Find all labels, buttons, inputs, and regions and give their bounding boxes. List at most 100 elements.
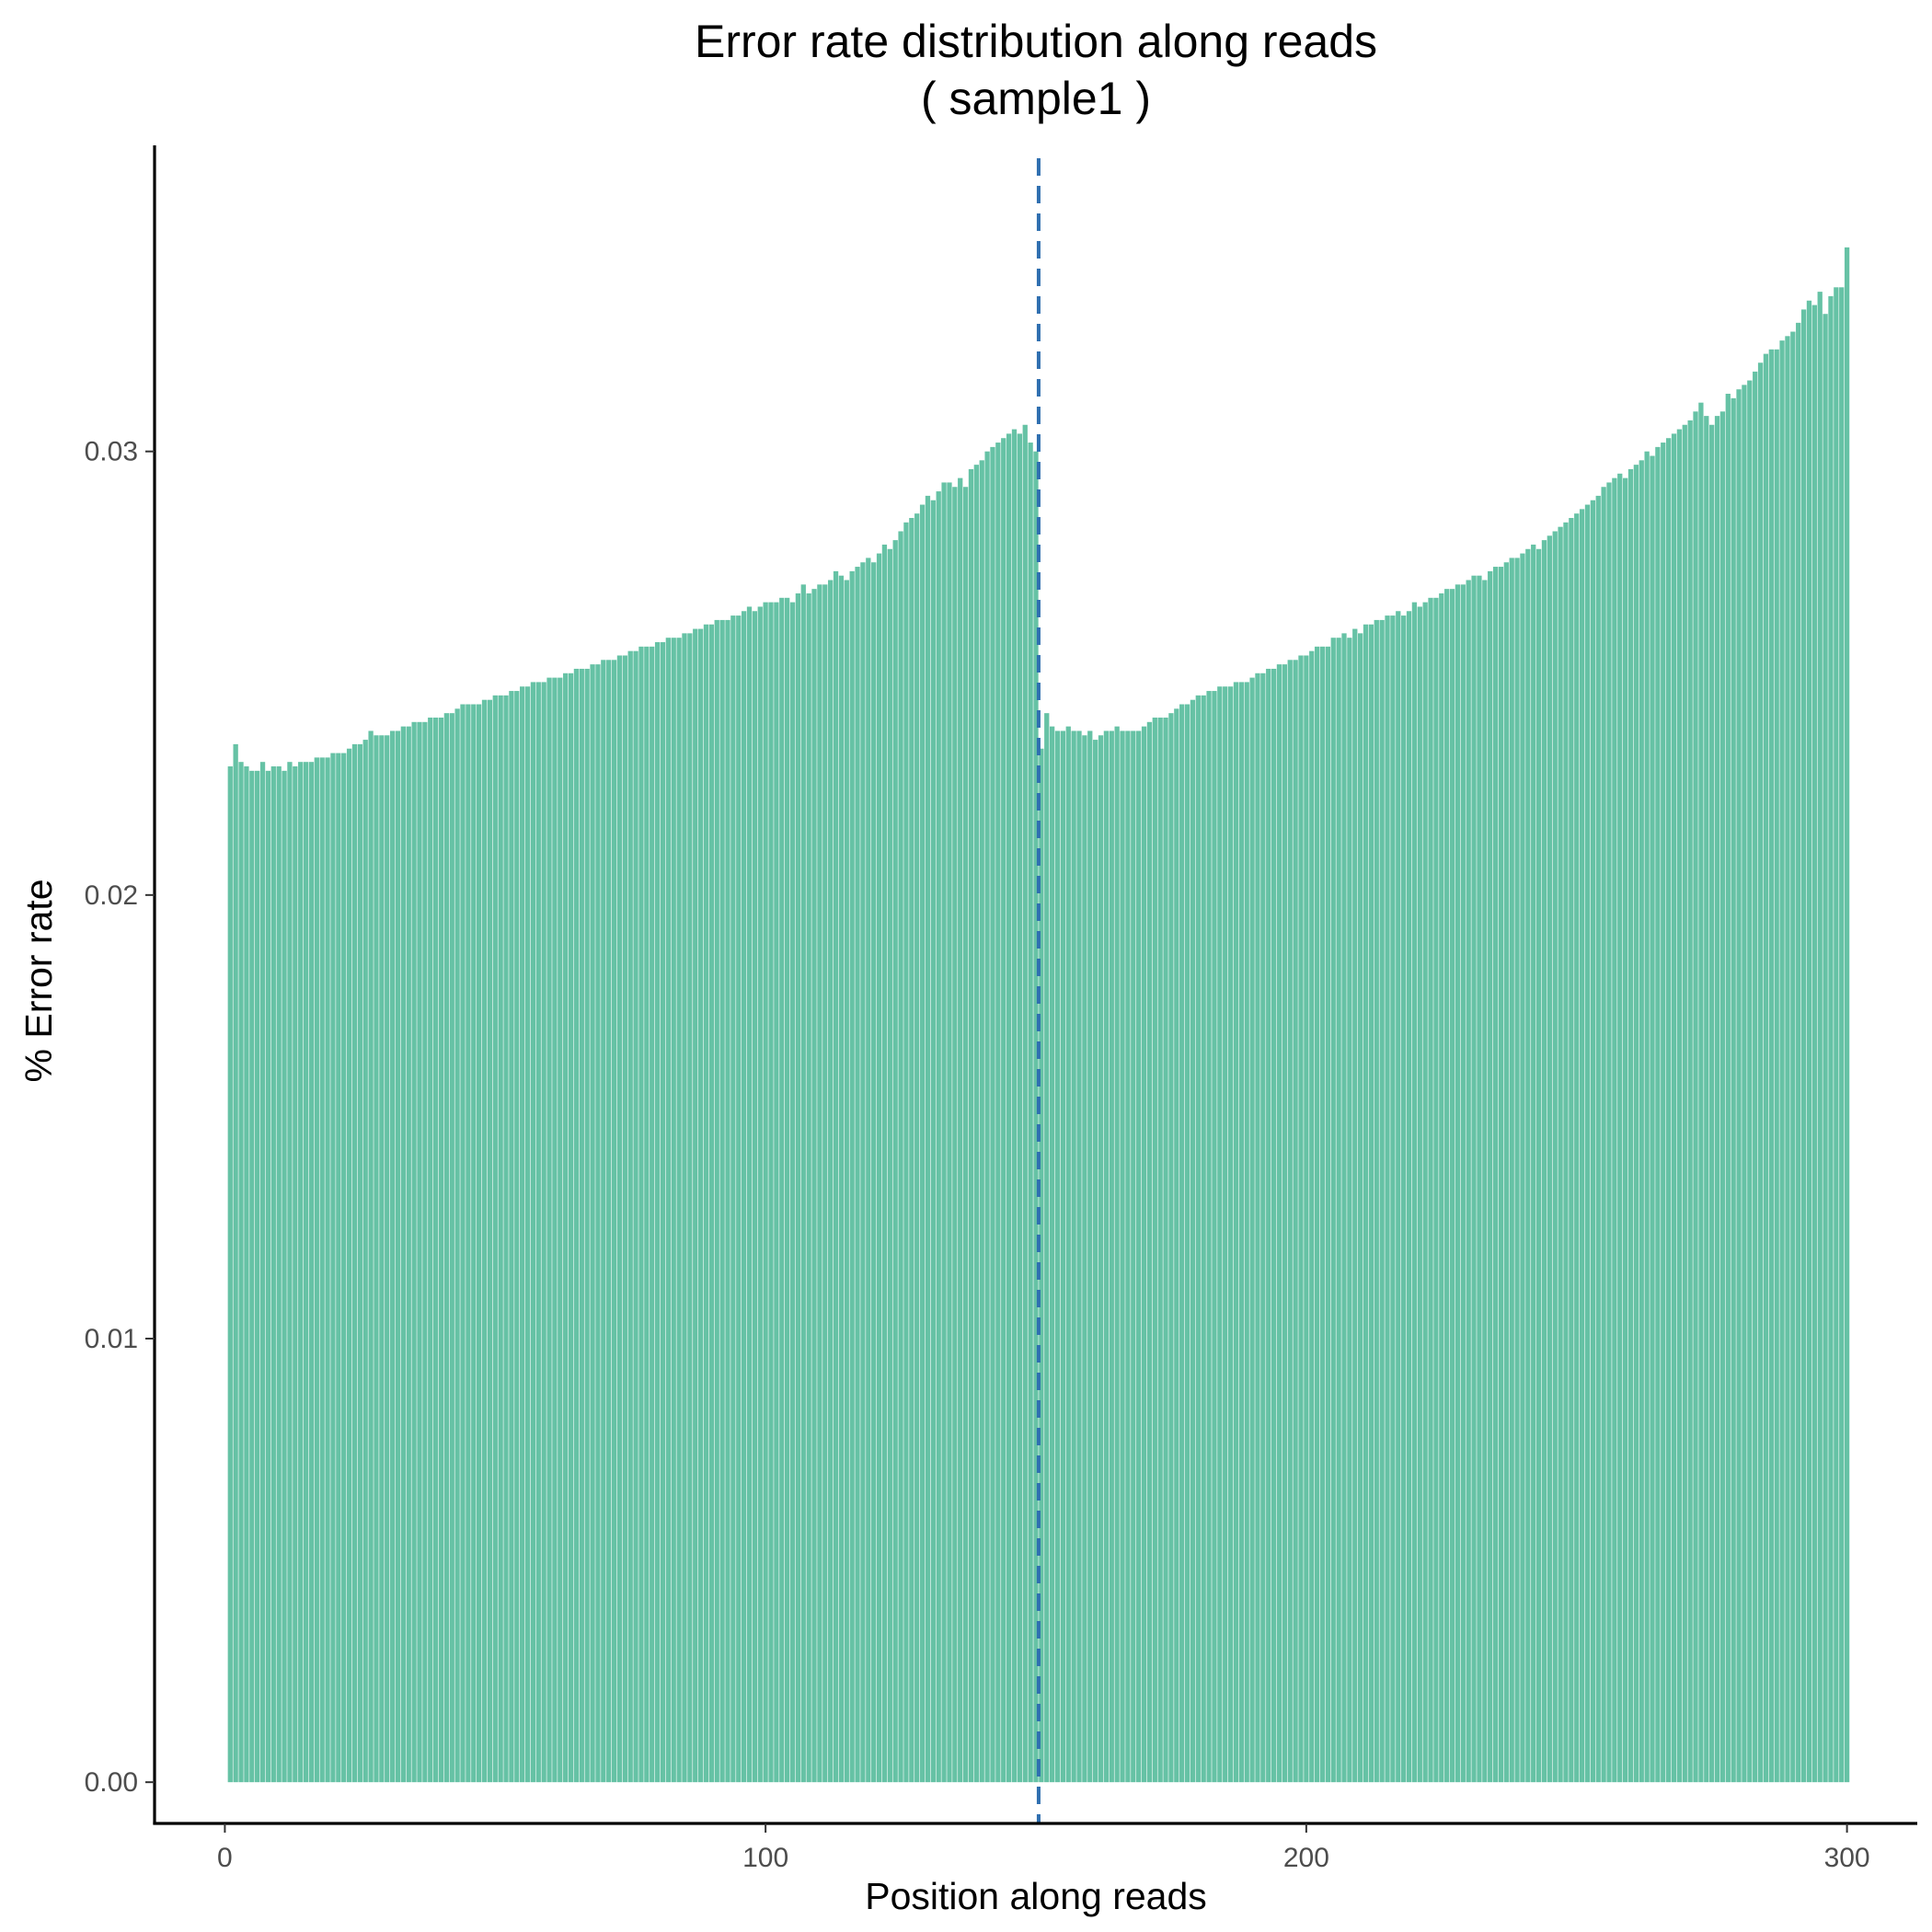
bar <box>1093 740 1098 1783</box>
bar <box>871 562 877 1783</box>
bar <box>876 553 882 1783</box>
bar <box>930 500 936 1783</box>
bar <box>1471 575 1477 1783</box>
bar <box>1552 531 1558 1783</box>
bar <box>1125 730 1131 1783</box>
bar <box>844 580 849 1783</box>
bar <box>800 584 806 1783</box>
bar <box>1363 624 1369 1783</box>
bar <box>1466 580 1471 1783</box>
bar <box>319 757 325 1783</box>
bar <box>1314 646 1320 1783</box>
bar <box>1428 597 1433 1783</box>
bar <box>395 730 401 1783</box>
bar <box>741 611 747 1783</box>
bar <box>270 766 276 1783</box>
bar <box>1065 726 1071 1783</box>
y-axis-ticks: 0.00 0.01 0.02 0.03 <box>85 437 155 1798</box>
x-axis-ticks: 0 100 200 300 <box>217 1823 1870 1873</box>
bar <box>1217 686 1223 1783</box>
bar <box>1244 682 1249 1783</box>
bar <box>330 753 336 1783</box>
bar <box>336 753 341 1783</box>
bar <box>1201 695 1206 1783</box>
bar <box>817 584 822 1783</box>
bar <box>1287 660 1293 1783</box>
y-axis-title: % Error rate <box>17 880 60 1083</box>
bar <box>422 721 428 1783</box>
bar <box>1639 460 1644 1783</box>
bar <box>535 682 541 1783</box>
bar <box>1417 606 1422 1783</box>
bar <box>530 682 536 1783</box>
bar <box>1817 292 1823 1783</box>
x-axis-title: Position along reads <box>865 1875 1207 1917</box>
bar <box>1179 704 1185 1783</box>
bar <box>616 655 623 1783</box>
bar <box>406 726 411 1783</box>
bar <box>746 606 753 1783</box>
bar <box>351 743 358 1783</box>
bar <box>1255 673 1260 1783</box>
bar <box>568 673 574 1783</box>
bar <box>962 487 969 1783</box>
bar <box>1547 535 1552 1783</box>
bar <box>249 770 255 1783</box>
bar <box>1492 567 1499 1783</box>
bar <box>1212 691 1217 1783</box>
bar <box>855 567 860 1783</box>
bar <box>1595 495 1601 1783</box>
bar <box>1617 473 1623 1783</box>
bar <box>1796 322 1801 1783</box>
bar <box>1260 673 1266 1783</box>
chart-title: Error rate distribution along reads <box>695 16 1377 67</box>
bar <box>1152 717 1157 1783</box>
bar <box>1071 730 1076 1783</box>
bar <box>238 762 244 1783</box>
bar <box>1768 349 1774 1783</box>
bar <box>1757 362 1764 1783</box>
bar <box>1503 562 1509 1783</box>
bar <box>1736 389 1742 1783</box>
bar <box>1520 553 1525 1783</box>
bar <box>1590 500 1596 1783</box>
bar <box>1039 748 1044 1783</box>
bar <box>1531 544 1536 1783</box>
bar <box>1601 487 1606 1783</box>
bar <box>789 602 796 1783</box>
bar <box>638 646 644 1783</box>
bar <box>601 660 606 1783</box>
bar <box>1439 592 1444 1783</box>
bar <box>357 743 362 1783</box>
bar <box>514 691 520 1783</box>
bar <box>1731 397 1736 1783</box>
bar <box>1488 570 1493 1783</box>
bar <box>768 602 774 1783</box>
bar <box>298 762 304 1783</box>
bar <box>1455 584 1461 1783</box>
bar <box>524 686 531 1783</box>
bar <box>341 753 347 1783</box>
bar <box>1704 416 1709 1783</box>
bar <box>909 518 914 1783</box>
bar <box>1742 385 1747 1783</box>
bar <box>1022 424 1028 1783</box>
bar <box>1661 443 1666 1783</box>
x-tick-label: 200 <box>1283 1843 1329 1873</box>
bar <box>752 611 758 1783</box>
bar <box>828 580 834 1783</box>
bar <box>708 624 715 1783</box>
bar <box>1206 691 1212 1783</box>
bar <box>476 704 482 1783</box>
bar <box>898 531 903 1783</box>
bar <box>650 646 655 1783</box>
bar <box>1535 548 1542 1783</box>
bar <box>1763 353 1769 1783</box>
bar <box>1558 526 1563 1783</box>
bar <box>968 468 974 1783</box>
bar <box>1612 477 1617 1783</box>
bar <box>1087 730 1093 1783</box>
bar <box>806 592 811 1783</box>
bar <box>1103 730 1110 1783</box>
